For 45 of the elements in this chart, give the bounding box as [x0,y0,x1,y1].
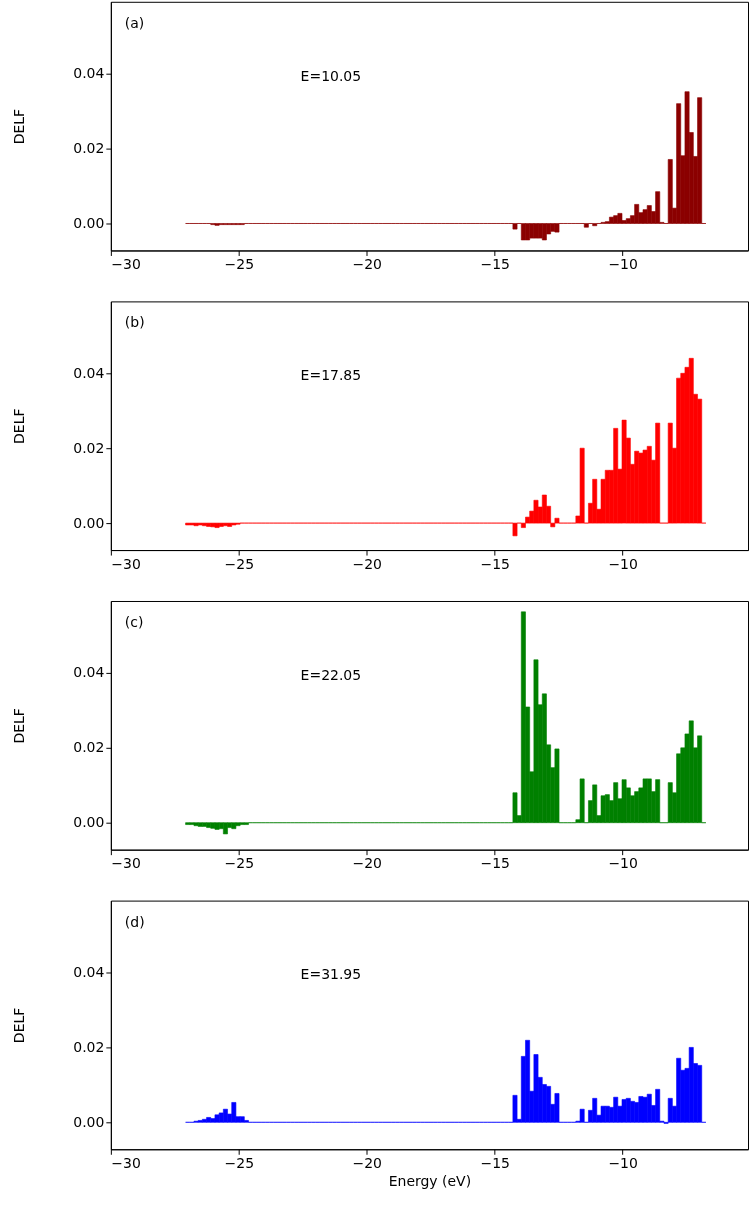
y-tick-label: 0.04 [73,65,105,82]
x-tick-label: −15 [480,255,510,272]
y-tick-label: 0.02 [73,739,105,756]
annotation: E=31.95 [300,966,362,983]
annotation: (b) [124,314,145,331]
x-tick-label: −30 [111,255,141,272]
y-tick-label: 0.04 [73,963,105,980]
x-tick-label: −10 [608,855,638,872]
x-tick-label: −25 [224,555,255,572]
x-tick-label: −30 [111,855,141,872]
x-tick-label: −20 [352,255,382,272]
x-tick-label: −25 [224,1154,255,1171]
y-tick-label: 0.02 [73,140,105,157]
y-axis-title: DELF [11,708,28,744]
x-tick-label: −15 [480,1154,510,1171]
x-tick-label: −20 [352,855,382,872]
y-tick-label: 0.00 [73,214,105,231]
y-axis-title: DELF [11,108,28,145]
x-tick-label: −30 [111,1154,141,1171]
x-axis-title: Energy (eV) [388,1172,472,1189]
x-tick-label: −15 [480,855,510,872]
y-tick-label: 0.02 [73,439,105,456]
y-tick-label: 0.02 [73,1038,105,1055]
annotation: E=22.05 [300,666,362,683]
y-tick-label: 0.04 [73,664,105,681]
annotation: (a) [124,14,145,31]
x-tick-label: −10 [608,555,638,572]
y-axis-title: DELF [11,408,28,444]
x-tick-label: −25 [224,855,255,872]
y-tick-label: 0.04 [73,364,105,381]
y-axis-title: DELF [11,1007,28,1044]
x-tick-label: −20 [352,1154,382,1171]
x-tick-label: −25 [224,255,255,272]
x-tick-label: −10 [608,1154,638,1171]
annotation: E=10.05 [300,67,362,84]
annotation: E=17.85 [300,367,362,384]
y-tick-label: 0.00 [73,514,105,531]
x-tick-label: −30 [111,555,141,572]
x-tick-label: −15 [480,555,510,572]
annotation: (d) [124,913,145,930]
annotation: (c) [124,613,144,630]
x-tick-label: −20 [352,555,382,572]
y-tick-label: 0.00 [73,1113,105,1130]
y-tick-label: 0.00 [73,814,105,831]
x-tick-label: −10 [608,255,638,272]
